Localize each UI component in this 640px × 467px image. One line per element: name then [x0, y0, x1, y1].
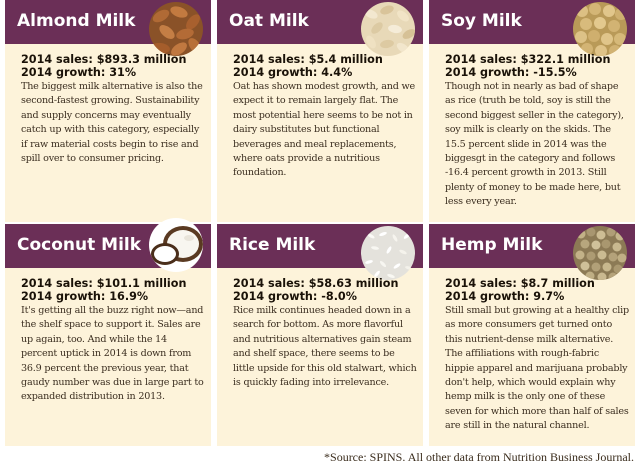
- card-coconut-milk: Coconut Milk 2014 sales: $101.1 million …: [5, 218, 211, 446]
- sales-figure: 2014 sales: $58.63 million: [233, 277, 399, 290]
- card-title: Soy Milk: [441, 11, 522, 31]
- oats-icon: [361, 2, 415, 56]
- growth-figure: 2014 growth: -8.0%: [233, 290, 357, 303]
- card-description: Rice milk continues headed down in a sea…: [233, 305, 417, 389]
- card-stats: 2014 sales: $101.1 million 2014 growth: …: [21, 277, 205, 303]
- card-description: Oat has shown modest growth, and we expe…: [233, 81, 416, 179]
- card-description: Still small but growing at a healthy cli…: [445, 305, 629, 432]
- rice-icon: [361, 226, 415, 280]
- card-hemp-milk: Hemp Milk 2014 sales: [429, 224, 635, 446]
- card-stats: 2014 sales: $8.7 million 2014 growth: 9.…: [445, 277, 629, 303]
- sales-figure: 2014 sales: $322.1 million: [445, 53, 611, 66]
- card-stats: 2014 sales: $5.4 million 2014 growth: 4.…: [233, 53, 417, 79]
- card-title: Oat Milk: [229, 11, 309, 31]
- sales-figure: 2014 sales: $5.4 million: [233, 53, 383, 66]
- source-footnote: *Source: SPINS. All other data from Nutr…: [324, 450, 634, 464]
- card-title: Almond Milk: [17, 11, 136, 31]
- sales-figure: 2014 sales: $893.3 million: [21, 53, 187, 66]
- sales-figure: 2014 sales: $101.1 million: [21, 277, 187, 290]
- hemp-seeds-icon: [573, 226, 627, 280]
- card-title: Hemp Milk: [441, 235, 543, 255]
- growth-figure: 2014 growth: 16.9%: [21, 290, 149, 303]
- almonds-icon: [149, 2, 203, 56]
- growth-figure: 2014 growth: 4.4%: [233, 66, 353, 79]
- growth-figure: 2014 growth: 9.7%: [445, 290, 565, 303]
- card-almond-milk: Almond Milk 2014 sales: $893.3 million 2…: [5, 0, 211, 222]
- card-description: The biggest milk alternative is also the…: [21, 81, 203, 165]
- coconut-icon: [149, 218, 203, 272]
- card-oat-milk: Oat Milk 2014 sales: $5.4 million 2014 g…: [217, 0, 423, 222]
- card-stats: 2014 sales: $58.63 million 2014 growth: …: [233, 277, 417, 303]
- card-rice-milk: Rice Milk 2014 sales: $58.63 million 201…: [217, 224, 423, 446]
- growth-figure: 2014 growth: -15.5%: [445, 66, 577, 79]
- card-description: Though not in nearly as bad of shape as …: [445, 81, 624, 208]
- soybeans-icon: [573, 2, 627, 56]
- growth-figure: 2014 growth: 31%: [21, 66, 137, 79]
- card-title: Rice Milk: [229, 235, 316, 255]
- card-title: Coconut Milk: [17, 235, 142, 255]
- card-stats: 2014 sales: $893.3 million 2014 growth: …: [21, 53, 205, 79]
- card-description: It's getting all the buzz right now—and …: [21, 305, 204, 403]
- card-stats: 2014 sales: $322.1 million 2014 growth: …: [445, 53, 629, 79]
- sales-figure: 2014 sales: $8.7 million: [445, 277, 595, 290]
- card-soy-milk: Soy Milk 2014 sales: $322.1 million 2014…: [429, 0, 635, 222]
